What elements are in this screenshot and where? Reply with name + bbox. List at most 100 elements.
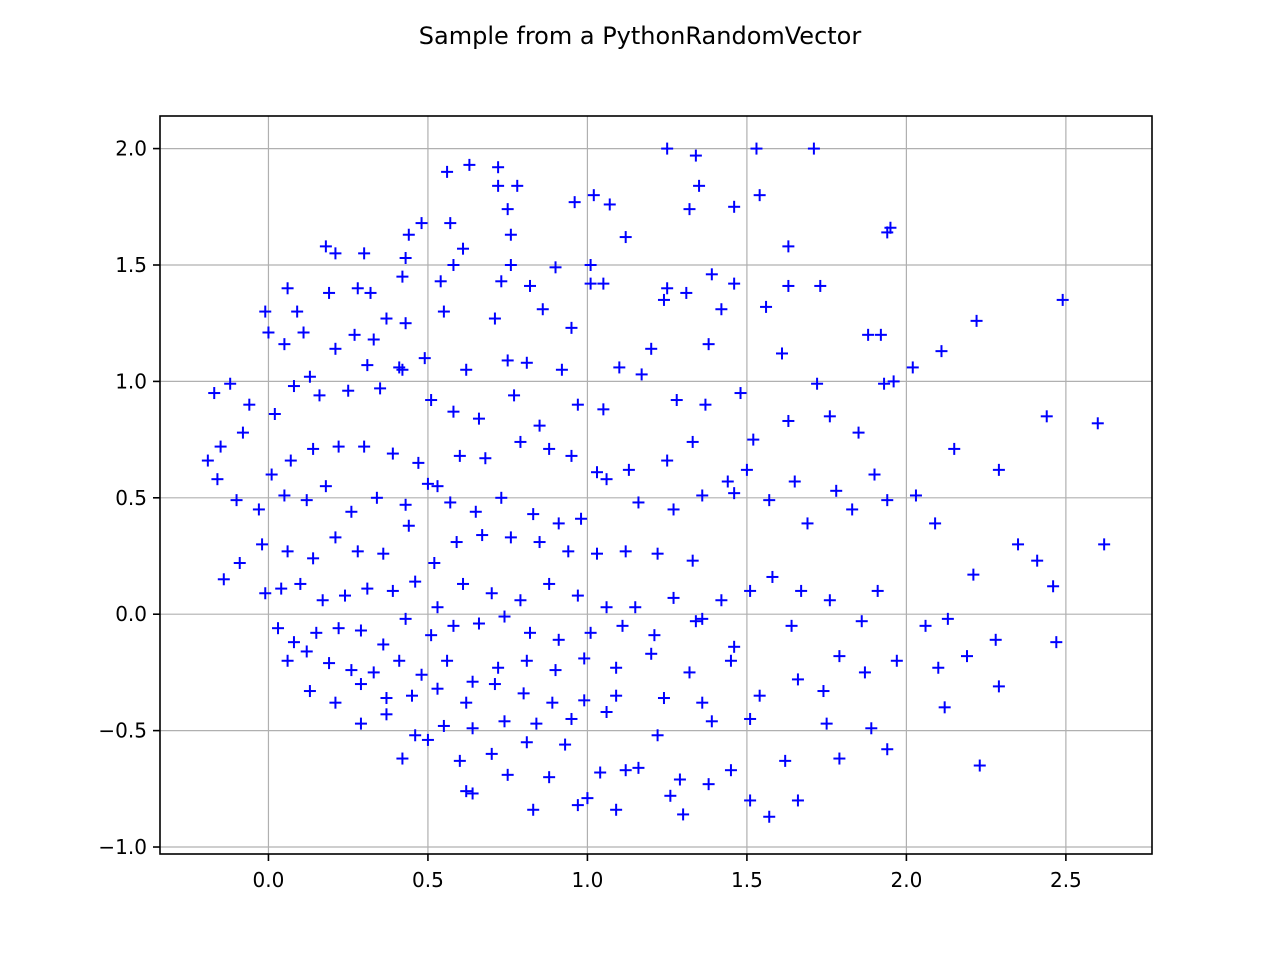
- data-point: [584, 258, 597, 271]
- data-point: [303, 370, 316, 383]
- data-point: [329, 531, 342, 544]
- data-point: [453, 754, 466, 767]
- data-point: [492, 161, 505, 174]
- data-point: [272, 622, 285, 635]
- data-point: [281, 282, 294, 295]
- data-point: [689, 149, 702, 162]
- data-point: [760, 300, 773, 313]
- data-point: [233, 556, 246, 569]
- data-point: [543, 577, 556, 590]
- data-point: [354, 678, 367, 691]
- data-point: [377, 547, 390, 560]
- data-point: [300, 494, 313, 507]
- data-point: [686, 554, 699, 567]
- data-point: [297, 326, 310, 339]
- data-point: [555, 363, 568, 376]
- data-point: [208, 387, 221, 400]
- data-point: [437, 719, 450, 732]
- data-point: [339, 589, 352, 602]
- data-point: [329, 696, 342, 709]
- data-point: [431, 682, 444, 695]
- grid: [160, 116, 1152, 854]
- data-point: [747, 433, 760, 446]
- data-point: [488, 312, 501, 325]
- data-point: [460, 696, 473, 709]
- data-point: [514, 435, 527, 448]
- data-point: [632, 496, 645, 509]
- data-point: [533, 419, 546, 432]
- data-point: [619, 764, 632, 777]
- data-point: [881, 494, 894, 507]
- data-point: [415, 217, 428, 230]
- data-point: [587, 189, 600, 202]
- data-point: [399, 252, 412, 265]
- data-point: [504, 531, 517, 544]
- data-point: [823, 410, 836, 423]
- data-point: [520, 356, 533, 369]
- data-points: [201, 142, 1111, 823]
- data-point: [278, 489, 291, 502]
- plot-frame: [159, 115, 1153, 855]
- data-point: [211, 473, 224, 486]
- data-point: [300, 645, 313, 658]
- data-point: [307, 552, 320, 565]
- data-point: [543, 771, 556, 784]
- data-point: [444, 496, 457, 509]
- data-point: [814, 279, 827, 292]
- data-point: [287, 380, 300, 393]
- y-axis: −1.0 −0.5 0.0 0.5 1.0 1.5 2.0: [98, 137, 160, 859]
- data-point: [811, 377, 824, 390]
- data-point: [862, 328, 875, 341]
- data-point: [753, 189, 766, 202]
- data-point: [906, 361, 919, 374]
- data-point: [367, 333, 380, 346]
- data-point: [472, 412, 485, 425]
- data-point: [779, 754, 792, 767]
- data-point: [425, 394, 438, 407]
- data-point: [590, 547, 603, 560]
- data-point: [508, 389, 521, 402]
- data-point: [520, 654, 533, 667]
- data-point: [323, 657, 336, 670]
- data-point: [527, 508, 540, 521]
- data-point: [992, 463, 1005, 476]
- data-point: [788, 475, 801, 488]
- data-point: [960, 650, 973, 663]
- data-point: [578, 694, 591, 707]
- data-point: [256, 538, 269, 551]
- data-point: [466, 722, 479, 735]
- data-point: [909, 489, 922, 502]
- data-point: [938, 701, 951, 714]
- data-point: [785, 619, 798, 632]
- data-point: [696, 612, 709, 625]
- data-point: [858, 666, 871, 679]
- x-tick-label: 1.0: [572, 868, 604, 892]
- data-point: [479, 452, 492, 465]
- data-point: [989, 633, 1002, 646]
- data-point: [683, 203, 696, 216]
- data-point: [224, 377, 237, 390]
- data-point: [409, 575, 422, 588]
- data-point: [594, 766, 607, 779]
- data-point: [460, 363, 473, 376]
- data-point: [865, 722, 878, 735]
- data-point: [750, 142, 763, 155]
- data-point: [1098, 538, 1111, 551]
- data-point: [546, 696, 559, 709]
- data-point: [568, 196, 581, 209]
- data-point: [460, 785, 473, 798]
- data-point: [469, 505, 482, 518]
- data-point: [696, 696, 709, 709]
- data-point: [287, 636, 300, 649]
- data-point: [316, 594, 329, 607]
- data-point: [881, 226, 894, 239]
- data-point: [696, 489, 709, 502]
- data-point: [351, 282, 364, 295]
- data-point: [734, 387, 747, 400]
- data-point: [967, 568, 980, 581]
- data-point: [881, 743, 894, 756]
- data-point: [661, 282, 674, 295]
- data-point: [217, 573, 230, 586]
- data-point: [791, 794, 804, 807]
- data-point: [693, 179, 706, 192]
